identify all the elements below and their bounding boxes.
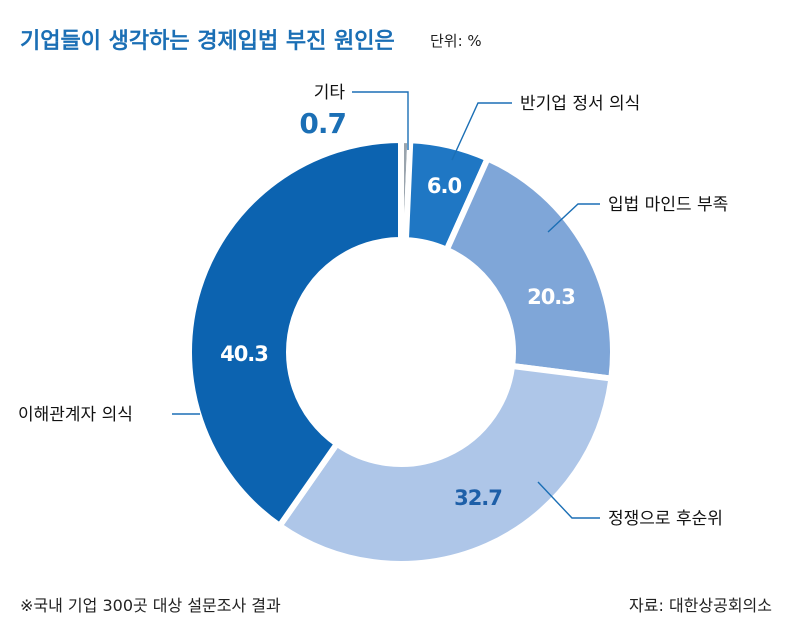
survey-note: ※국내 기업 300곳 대상 설문조사 결과	[20, 596, 281, 615]
slice-value-partisan: 32.7	[454, 486, 502, 510]
slice-value-anti-business: 6.0	[427, 174, 462, 198]
leader-line-etc	[352, 91, 409, 150]
leader-line-anti-business	[451, 102, 512, 161]
slice-label-legislative-mind: 입법 마인드 부족	[608, 195, 728, 215]
donut-slice-stakeholder	[186, 136, 404, 531]
slice-label-stakeholder: 이해관계자 의식	[18, 405, 133, 425]
donut-slice-legislative-mind	[442, 154, 616, 382]
leader-line-legislative-mind	[547, 203, 600, 233]
slice-label-partisan: 정쟁으로 후순위	[608, 509, 723, 529]
donut-slices	[186, 136, 616, 567]
slice-label-anti-business: 반기업 정서 의식	[520, 94, 640, 114]
leader-lines	[172, 91, 600, 519]
slice-value-etc: 0.7	[299, 107, 346, 140]
donut-slice-partisan	[275, 362, 615, 567]
source-note: 자료: 대한상공회의소	[629, 596, 772, 615]
slice-value-stakeholder: 40.3	[220, 342, 268, 366]
slice-value-legislative-mind: 20.3	[527, 285, 575, 309]
chart-title: 기업들이 생각하는 경제입법 부진 원인은	[20, 29, 395, 54]
leader-line-partisan	[537, 481, 600, 519]
unit-label: 단위: %	[430, 32, 482, 50]
slice-label-etc: 기타	[314, 83, 346, 103]
